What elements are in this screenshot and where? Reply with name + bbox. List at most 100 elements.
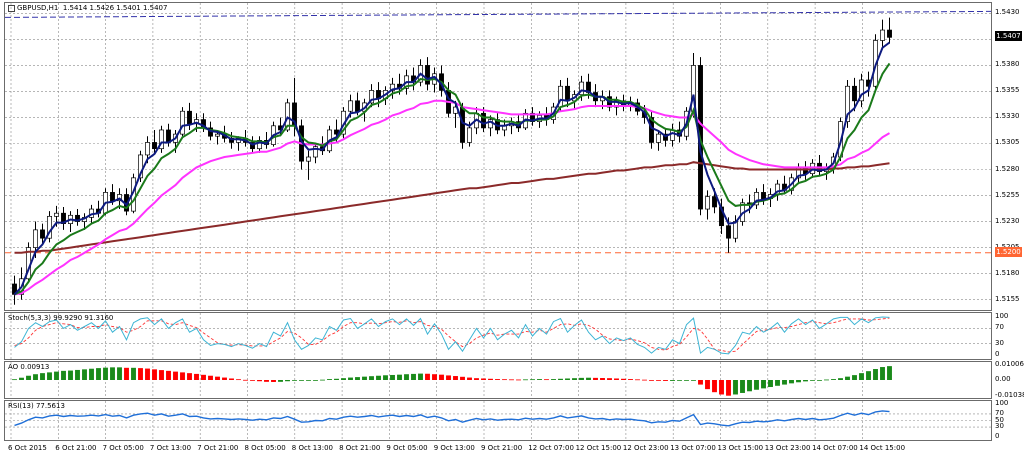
stoch-tick-label: 0 [995,350,1000,358]
rsi-label: RSI(13) 77.5613 [8,402,65,410]
ao-bar [635,379,640,381]
candle-body [313,146,318,158]
ao-bar [495,379,500,380]
candle-body [649,117,654,143]
time-tick-label: 6 Oct 2015 [8,444,47,452]
ao-bar [89,368,94,380]
rsi-tick-label: 30 [995,422,1004,431]
rsi-tick-label: 70 [995,408,1004,417]
ao-bar [26,375,31,380]
ao-bar [838,378,843,380]
ao-bar [656,380,661,381]
candle-body [565,85,570,102]
ao-bar [166,370,171,380]
ao-bar [12,379,17,381]
time-tick-label: 7 Oct 05:00 [102,444,144,452]
price-tick-label: 1.5255 [995,190,1020,199]
stoch-tick-label: 100 [995,312,1009,320]
rsi-tick-label: 0 [995,432,1000,440]
ao-bar [600,378,605,380]
ao-bar [712,380,717,393]
ao-bar [474,378,479,380]
ao-bar [747,380,752,392]
ao-bar [222,377,227,380]
ao-bar [145,368,150,380]
ao-bar [810,380,815,381]
ao-bar [47,372,52,380]
ao-bar [54,371,59,380]
ao-bar [334,378,339,380]
ao-bar [187,373,192,380]
ohlc-values: 1.5414 1.5426 1.5401 1.5407 [62,4,168,12]
candle-body [54,212,59,217]
ao-bar [264,380,269,382]
ao-bar [740,380,745,393]
price-chart-pane[interactable]: GBPUSD,H1 1.5414 1.5426 1.5401 1.5407 [4,2,992,311]
ao-bar [789,380,794,384]
candle-body [215,133,220,137]
ao-bar [621,378,626,380]
time-tick-label: 7 Oct 13:00 [149,444,192,452]
candle-body [460,106,465,143]
symbol-icon [8,4,15,12]
ao-tick-label: 0.01006 [995,359,1024,368]
ao-bar [572,378,577,380]
time-tick-label: 9 Oct 21:00 [481,444,523,452]
ao-axis: 0.01006 0.00 -0.01038 [992,359,1024,399]
stochastic-pane[interactable]: Stoch(5,3,3) 99.9290 91.3160 [4,312,992,360]
price-tick-label: 1.5355 [995,86,1020,95]
current-price-box: 1.5407 [995,31,1022,42]
ao-bar [348,377,353,380]
stoch-tick-label: 30 [995,338,1004,347]
rsi-pane[interactable]: RSI(13) 77.5613 [4,400,992,441]
symbol-label: GBPUSD,H1 [17,4,59,12]
ao-bar [670,380,675,381]
rsi-axis: 100 70 50 30 0 [992,399,1024,441]
candle-body [369,90,374,104]
ao-bar [733,380,738,395]
candle-body [656,133,661,143]
ao-bar [509,379,514,381]
rsi-tick-label: 100 [995,399,1009,407]
ao-bar [215,376,220,380]
ao-bar [397,374,402,380]
ao-bar [796,380,801,383]
ao-bar [593,377,598,380]
ao-bar [236,379,241,381]
time-tick-label: 8 Oct 05:00 [244,444,286,452]
ao-bar [110,367,115,380]
time-tick-label: 14 Oct 15:00 [859,444,906,452]
ao-bar [705,380,710,390]
candle-body [257,140,262,150]
candle-body [880,29,885,41]
ao-bar [411,373,416,380]
ao-bar [152,369,157,380]
rsi-tick-label: 50 [995,415,1004,424]
ao-bar [327,379,332,380]
ao-tick-label: 0.00 [995,375,1011,383]
ao-bar [824,379,829,381]
ao-bar [852,375,857,380]
ao-bar [19,377,24,380]
ao-bar [180,372,185,380]
price-chart-canvas [5,3,991,310]
candle-body [110,192,115,202]
ao-bar [831,379,836,380]
candle-body [810,162,815,175]
ao-canvas [10,362,892,398]
ao-bar [698,380,703,385]
ao-bar [859,373,864,380]
ao-bar [61,370,66,380]
awesome-oscillator-pane[interactable]: AO 0.00913 [4,361,992,399]
level-price-box: 1.5200 [995,246,1022,257]
time-tick-label: 12 Oct 15:00 [575,444,622,452]
ao-bar [390,374,395,380]
ao-bar [40,373,45,380]
ao-bar [607,378,612,380]
ma-long-line [14,161,890,254]
upper-trend-line [5,10,991,18]
ao-bar [103,367,108,380]
price-tick-label: 1.5155 [995,294,1020,303]
ao-bar [873,369,878,380]
ao-bar [684,380,689,381]
